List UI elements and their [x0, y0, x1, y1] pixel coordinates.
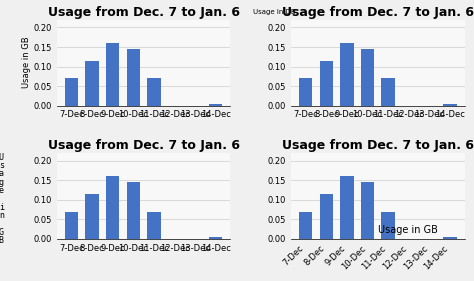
- Bar: [443, 104, 456, 106]
- Bar: [85, 61, 99, 106]
- Title: Usage from Dec. 7 to Jan. 6: Usage from Dec. 7 to Jan. 6: [282, 139, 474, 152]
- Bar: [319, 61, 333, 106]
- Y-axis label: Usage in GB: Usage in GB: [22, 37, 31, 89]
- Bar: [382, 212, 395, 239]
- Bar: [361, 49, 374, 106]
- Bar: [299, 212, 312, 239]
- Bar: [319, 194, 333, 239]
- Bar: [299, 78, 312, 106]
- Bar: [443, 237, 456, 239]
- Bar: [85, 194, 99, 239]
- Bar: [65, 212, 78, 239]
- Bar: [127, 182, 140, 239]
- Title: Usage from Dec. 7 to Jan. 6: Usage from Dec. 7 to Jan. 6: [47, 6, 240, 19]
- Bar: [209, 237, 222, 239]
- Bar: [361, 182, 374, 239]
- Title: Usage from Dec. 7 to Jan. 6: Usage from Dec. 7 to Jan. 6: [47, 139, 240, 152]
- Bar: [106, 176, 119, 239]
- Text: U
s
a
g
e
 
i
n
 
G
B: U s a g e i n G B: [0, 153, 4, 245]
- Bar: [127, 49, 140, 106]
- Text: Usage in DB: Usage in DB: [253, 9, 295, 15]
- Bar: [209, 104, 222, 106]
- Bar: [382, 78, 395, 106]
- Bar: [65, 78, 78, 106]
- Bar: [340, 43, 354, 106]
- Bar: [147, 212, 161, 239]
- Bar: [340, 176, 354, 239]
- Bar: [106, 43, 119, 106]
- Bar: [147, 78, 161, 106]
- Title: Usage from Dec. 7 to Jan. 6: Usage from Dec. 7 to Jan. 6: [282, 6, 474, 19]
- Text: Usage in GB: Usage in GB: [378, 225, 438, 235]
